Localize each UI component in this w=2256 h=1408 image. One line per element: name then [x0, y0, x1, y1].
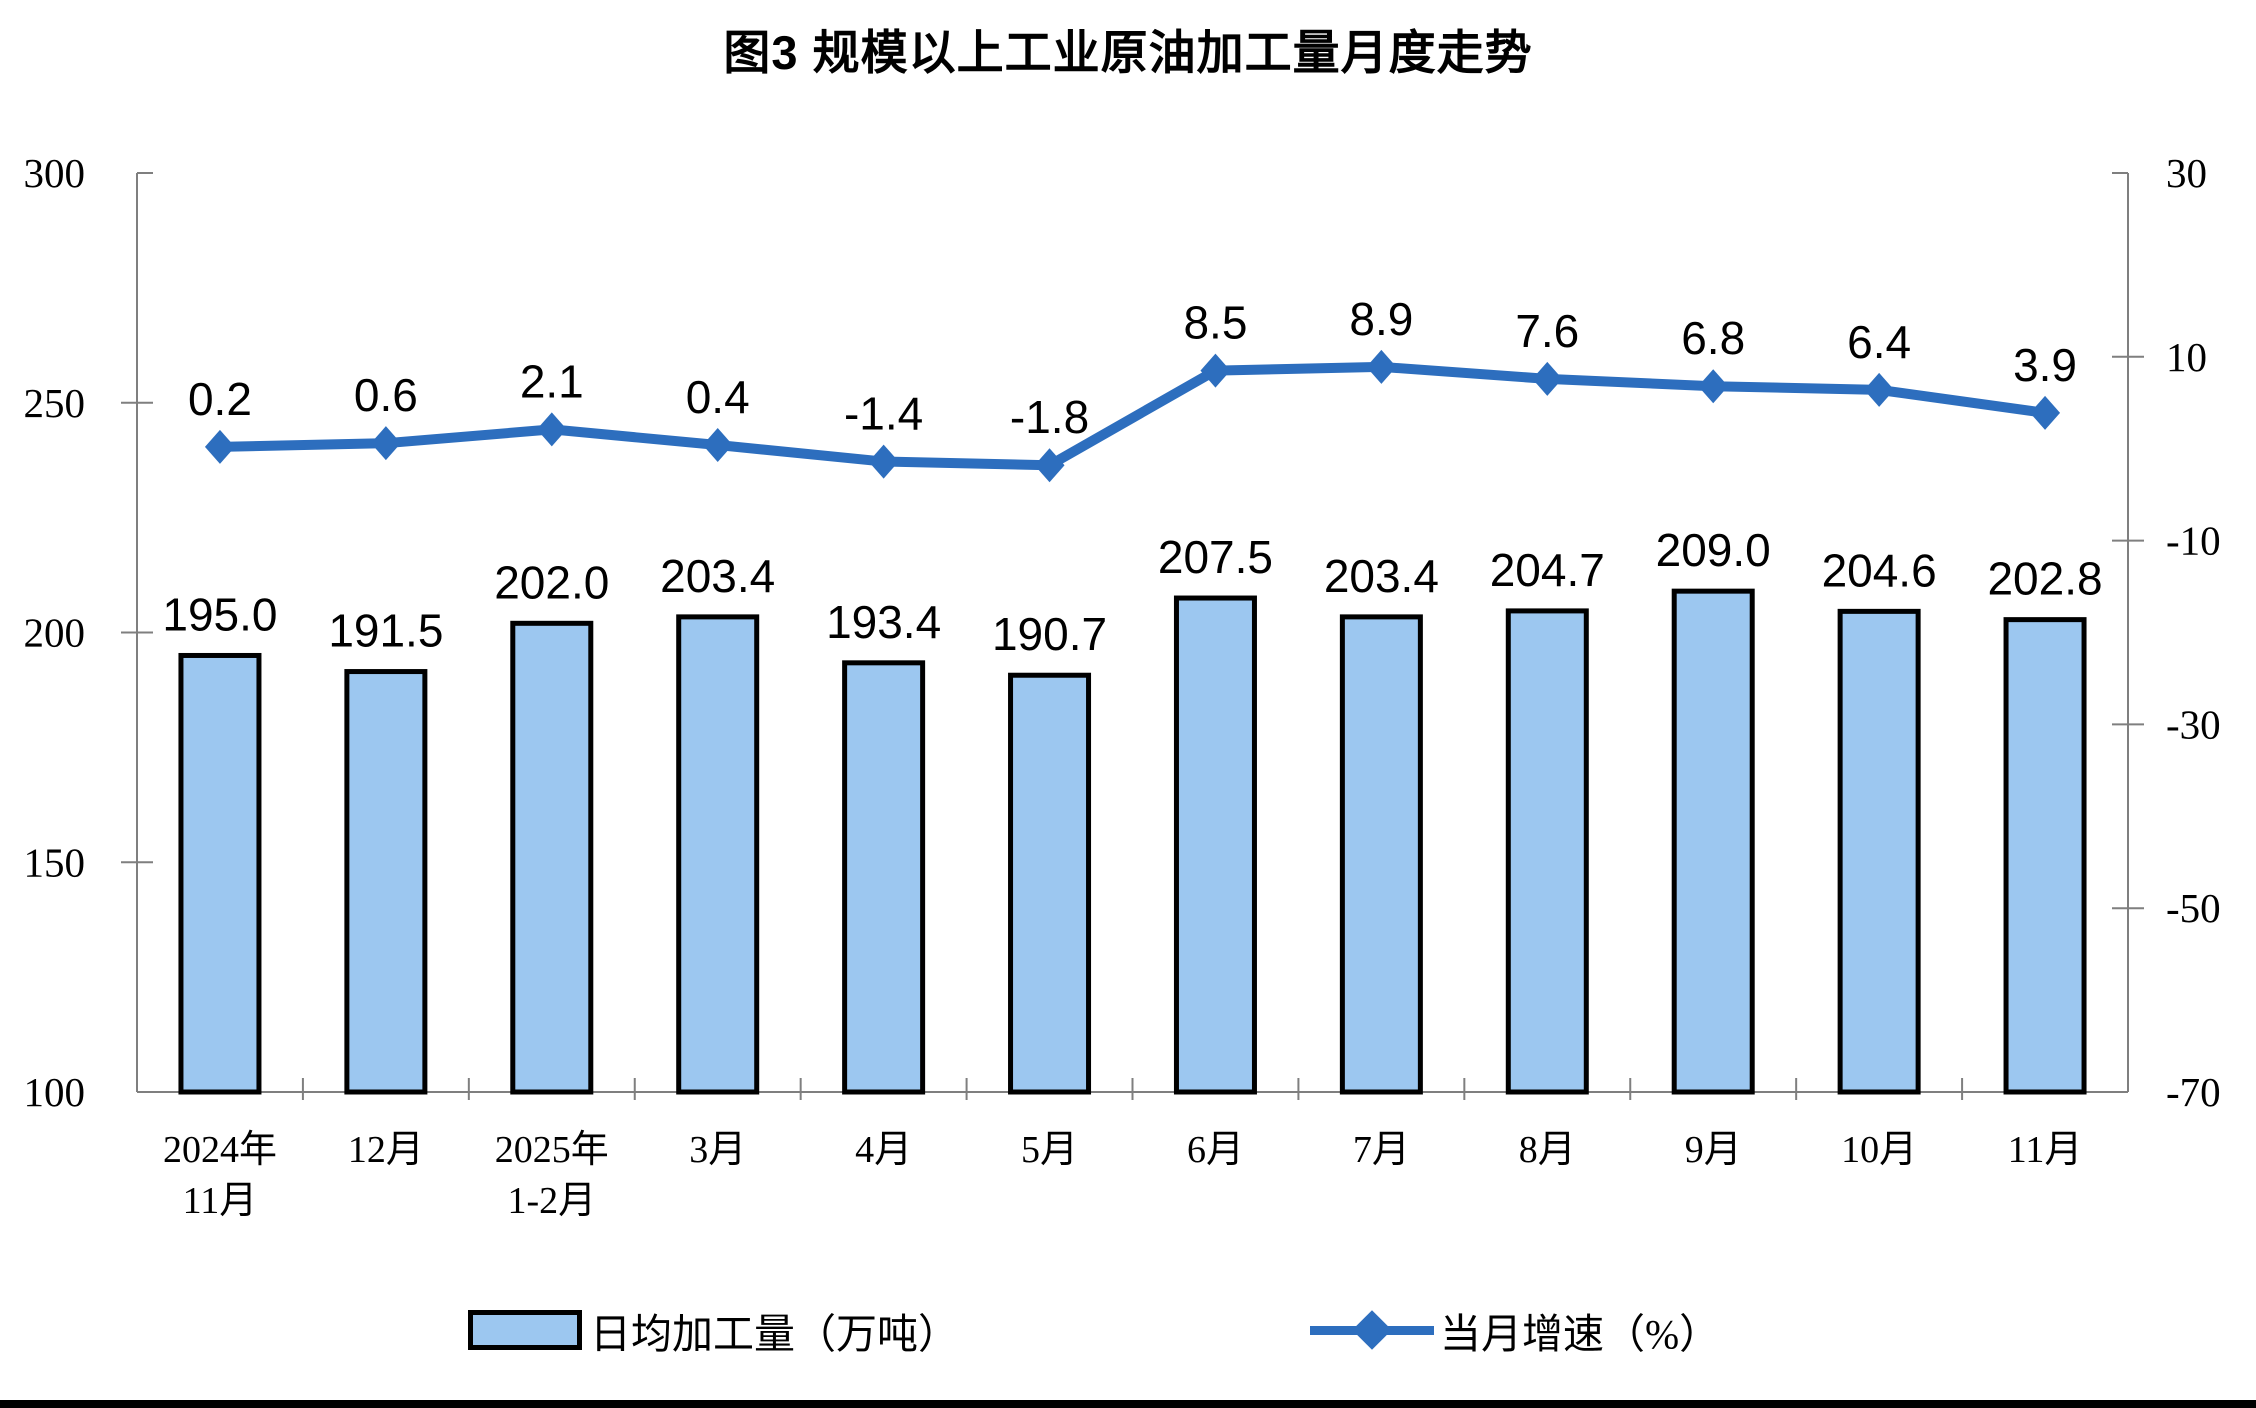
x-axis-label: 10月 — [1841, 1129, 1917, 1171]
left-axis-label: 200 — [24, 610, 86, 656]
bar-value-label: 207.5 — [1158, 531, 1273, 583]
x-axis-label: 2024年 — [163, 1129, 277, 1171]
line-marker-diamond-icon — [1200, 353, 1231, 388]
line-marker-diamond-icon — [1366, 349, 1397, 384]
right-axis-label: -70 — [2166, 1069, 2221, 1115]
bar-series-swatch — [468, 1310, 582, 1350]
line-value-label: 6.8 — [1681, 312, 1745, 364]
line-marker-diamond-icon — [204, 429, 235, 464]
bar — [676, 614, 760, 1095]
bar-value-label: 202.8 — [1987, 553, 2102, 605]
line-marker-diamond-icon — [702, 428, 733, 463]
bar-value-label: 203.4 — [660, 550, 775, 602]
right-axis-label: -50 — [2166, 885, 2221, 931]
bar — [510, 620, 594, 1095]
line-series-swatch — [1310, 1310, 1434, 1350]
x-axis-label: 5月 — [1021, 1129, 1078, 1171]
line-value-label: -1.4 — [844, 388, 923, 440]
bar — [842, 660, 926, 1095]
line-value-label: 0.6 — [354, 369, 418, 421]
legend-item-bar: 日均加工量（万吨） — [468, 1300, 959, 1360]
x-axis-label: 8月 — [1519, 1129, 1576, 1171]
bar-series-label: 日均加工量（万吨） — [590, 1311, 959, 1357]
right-axis-label: -30 — [2166, 701, 2221, 747]
line-marker-diamond-icon — [2030, 395, 2061, 430]
bar-value-label: 193.4 — [826, 596, 941, 648]
x-axis-label: 9月 — [1685, 1129, 1742, 1171]
x-axis-label: 11月 — [183, 1180, 258, 1222]
left-axis-label: 300 — [24, 150, 86, 196]
bar-value-label: 204.6 — [1822, 544, 1937, 596]
x-axis-label: 2025年 — [495, 1129, 609, 1171]
line-value-label: 8.9 — [1349, 293, 1413, 345]
line-marker-diamond-icon — [868, 444, 899, 479]
line-value-label: 8.5 — [1183, 297, 1247, 349]
bar — [1008, 672, 1092, 1095]
x-axis-label: 3月 — [689, 1129, 746, 1171]
bar-value-label: 204.7 — [1490, 544, 1605, 596]
chart-title: 图3 规模以上工业原油加工量月度走势 — [723, 26, 1533, 79]
bar-value-label: 195.0 — [162, 588, 277, 640]
bottom-divider — [0, 1400, 2256, 1408]
line-value-label: -1.8 — [1010, 391, 1089, 443]
line-marker-diamond-icon — [1698, 369, 1729, 404]
right-axis-label: -10 — [2166, 518, 2221, 564]
left-axis-label: 100 — [24, 1069, 86, 1115]
left-axis-label: 250 — [24, 380, 86, 426]
bar — [1671, 588, 1755, 1095]
x-axis-label: 6月 — [1187, 1129, 1244, 1171]
x-axis-label: 11月 — [2008, 1129, 2083, 1171]
bar — [2003, 617, 2087, 1095]
line-marker-diamond-icon — [370, 426, 401, 461]
bar — [1173, 595, 1257, 1095]
legend-item-line: 当月增速（%） — [1310, 1300, 1720, 1360]
bar — [178, 652, 262, 1095]
line-value-label: 0.2 — [188, 373, 252, 425]
x-axis-label: 12月 — [348, 1129, 424, 1171]
line-value-label: 7.6 — [1515, 305, 1579, 357]
bar-value-label: 190.7 — [992, 608, 1107, 660]
line-marker-diamond-icon — [536, 412, 567, 447]
bar — [344, 669, 428, 1095]
x-axis-label: 4月 — [855, 1129, 912, 1171]
bar — [1837, 608, 1921, 1095]
right-axis-label: 10 — [2166, 334, 2207, 380]
line-value-label: 0.4 — [686, 371, 750, 423]
bar-value-label: 191.5 — [328, 605, 443, 657]
right-axis-label: 30 — [2166, 150, 2207, 196]
x-axis-label: 7月 — [1353, 1129, 1410, 1171]
line-series-label: 当月增速（%） — [1440, 1311, 1721, 1357]
line-marker-diamond-icon — [1034, 448, 1065, 483]
x-axis-label: 1-2月 — [507, 1180, 596, 1222]
left-axis-label: 150 — [24, 839, 86, 885]
line-value-label: 3.9 — [2013, 339, 2077, 391]
line-marker-diamond-icon — [1864, 372, 1895, 407]
bar-value-label: 203.4 — [1324, 550, 1439, 602]
growth-line — [214, 361, 2051, 471]
line-swatch-diamond-icon — [1352, 1310, 1392, 1350]
bar — [1505, 608, 1589, 1095]
line-marker-diamond-icon — [1532, 361, 1563, 396]
bar — [1339, 614, 1423, 1095]
bar-value-label: 209.0 — [1656, 524, 1771, 576]
line-value-label: 2.1 — [520, 355, 584, 407]
line-value-label: 6.4 — [1847, 316, 1911, 368]
bar-value-label: 202.0 — [494, 556, 609, 608]
